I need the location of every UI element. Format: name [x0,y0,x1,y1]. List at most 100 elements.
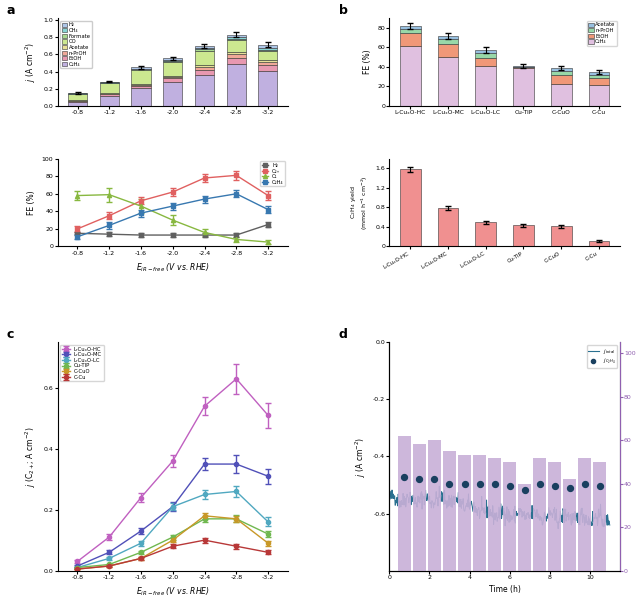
Bar [163,78,182,83]
Bar [227,52,246,55]
Bar [513,67,534,68]
Bar [163,60,182,61]
Bar [443,451,456,571]
Legend: H₂, C₂₊, C₁, C₂H₄: H₂, C₂₊, C₁, C₂H₄ [260,161,286,186]
Bar [68,102,87,106]
Bar [488,458,501,571]
Bar [400,26,420,29]
Bar [475,50,496,53]
Bar [258,65,277,70]
Bar [400,169,420,246]
Bar [589,84,610,106]
Bar [227,58,246,64]
Bar [475,58,496,66]
Bar [473,455,486,571]
X-axis label: Time (h): Time (h) [489,585,521,594]
Y-axis label: $j$ (A cm$^{-2}$): $j$ (A cm$^{-2}$) [353,436,367,476]
Bar [589,75,610,78]
X-axis label: E$_{iR-free}$ (V $vs$. RHE): E$_{iR-free}$ (V $vs$. RHE) [135,261,210,274]
Point [595,481,605,490]
Bar [258,63,277,65]
Text: d: d [339,328,348,341]
Bar [548,462,561,571]
Bar [163,83,182,106]
Bar [551,84,572,106]
Bar [503,462,516,571]
Bar [195,50,214,66]
Bar [132,86,151,88]
Y-axis label: FE (%): FE (%) [363,50,372,75]
Bar [551,68,572,71]
Point [444,479,454,489]
Bar [163,62,182,76]
Bar [132,67,151,69]
Bar [163,58,182,60]
Text: b: b [339,4,348,17]
Bar [227,35,246,37]
Bar [578,458,591,571]
Y-axis label: FE (%): FE (%) [27,190,36,215]
Bar [163,76,182,77]
Bar [132,70,151,84]
Bar [100,96,119,106]
Point [429,475,440,484]
Bar [100,83,119,93]
Bar [513,66,534,67]
Bar [413,444,426,571]
Bar [438,36,458,39]
Point [414,475,424,484]
Bar [458,455,471,571]
Bar [438,57,458,106]
Point [565,483,575,493]
Bar [475,222,496,246]
Bar [227,55,246,58]
Bar [258,48,277,50]
Bar [227,40,246,52]
Bar [400,47,420,106]
Bar [258,70,277,106]
Point [474,479,484,489]
Bar [132,88,151,106]
X-axis label: E$_{iR-free}$ (V $vs$. RHE): E$_{iR-free}$ (V $vs$. RHE) [135,585,210,598]
Bar [195,67,214,70]
Bar [398,436,411,571]
Bar [132,84,151,85]
Y-axis label: C$_2$H$_4$ yield
(mmol h$^{-1}$ cm$^{-2}$): C$_2$H$_4$ yield (mmol h$^{-1}$ cm$^{-2}… [349,175,370,230]
Y-axis label: $j$ (C$_{2+}$; A cm$^{-2}$): $j$ (C$_{2+}$; A cm$^{-2}$) [24,426,38,487]
Point [535,479,545,489]
Bar [400,29,420,33]
Bar [258,45,277,48]
Bar [195,46,214,48]
Bar [513,225,534,246]
Legend: Acetate, n-PrOH, EtOH, C₂H₄: Acetate, n-PrOH, EtOH, C₂H₄ [587,21,617,46]
Bar [400,33,420,47]
Bar [195,66,214,67]
Bar [438,39,458,44]
Bar [227,38,246,40]
Bar [475,66,496,106]
Legend: $j_{total}$, $j_{C_2H_4}$: $j_{total}$, $j_{C_2H_4}$ [587,345,617,368]
Text: a: a [7,4,15,17]
Bar [163,61,182,62]
Bar [258,60,277,63]
Bar [195,70,214,75]
Bar [589,72,610,75]
Bar [195,49,214,50]
Bar [100,94,119,96]
Point [399,472,410,482]
Bar [551,71,572,75]
Bar [551,226,572,246]
Point [489,479,500,489]
Bar [475,53,496,58]
Bar [68,101,87,102]
Bar [438,208,458,246]
Point [459,479,470,489]
Point [580,479,590,489]
Bar [589,78,610,84]
Bar [132,69,151,70]
Y-axis label: $j$ (A cm$^{-2}$): $j$ (A cm$^{-2}$) [24,42,38,82]
Bar [428,440,441,571]
Bar [551,75,572,84]
Bar [227,64,246,106]
Bar [227,37,246,38]
